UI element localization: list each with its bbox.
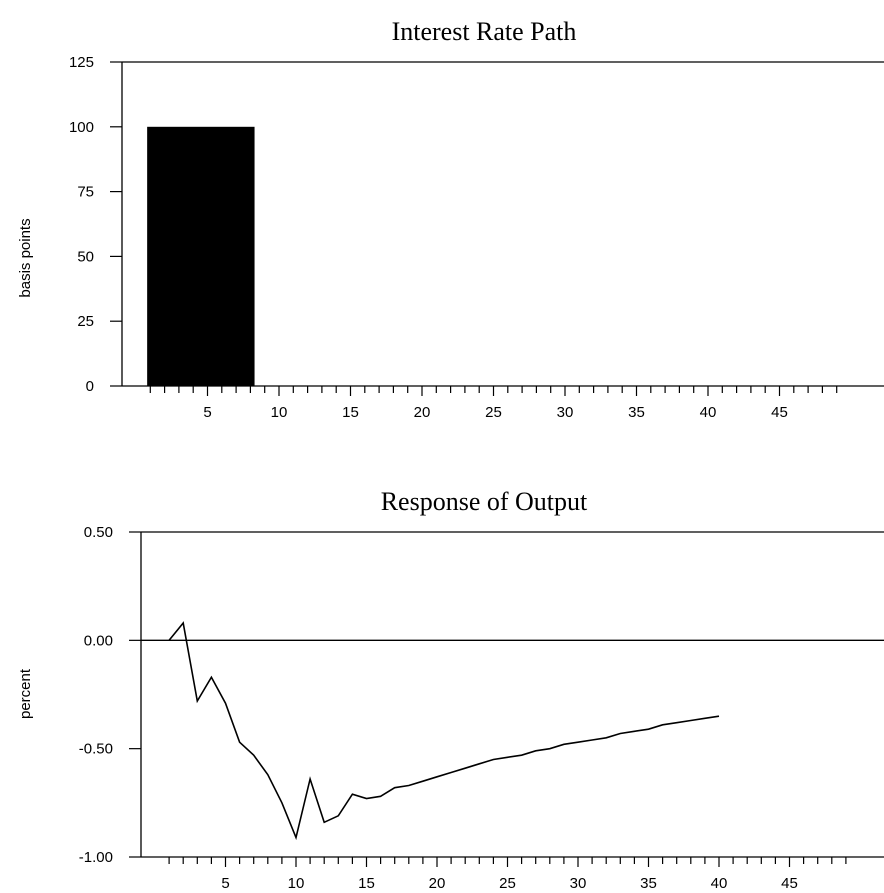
y-tick-label: 25 [77,313,94,330]
y-tick-label: 50 [77,248,94,265]
y-tick-label: 75 [77,184,94,201]
x-tick-label: 45 [771,404,788,421]
x-tick-label: 25 [499,875,516,892]
x-tick-label: 5 [203,404,211,421]
x-tick-label: 30 [570,875,587,892]
x-tick-label: 30 [557,404,574,421]
x-tick-label: 40 [700,404,717,421]
output-response-panel: Response of Output percent 0.50 0.00 -0.50… [17,487,884,892]
x-tick-label: 15 [342,404,359,421]
x-tick-label: 5 [221,875,229,892]
series-line [168,621,720,841]
x-tick-label: 10 [288,875,305,892]
y-axis-label: percent [17,668,34,719]
y-tick-label: 100 [69,119,94,136]
x-tick-label: 35 [628,404,645,421]
plot-area: 0.50 0.00 -0.50 -1.00 5 10 15 20 25 30 35 40 45 [79,524,884,892]
y-tick-label: -0.50 [79,741,113,758]
y-tick-label: 0 [86,378,94,395]
y-tick-label: -1.00 [79,849,113,866]
y-tick-label: 0.50 [84,524,113,541]
x-tick-label: 15 [358,875,375,892]
x-tick-label: 25 [485,404,502,421]
x-tick-label: 35 [640,875,657,892]
x-tick-label: 20 [429,875,446,892]
bar [147,126,255,387]
y-axis-label: basis points [17,218,34,297]
x-tick-label: 45 [781,875,798,892]
y-tick-label: 0.00 [84,632,113,649]
chart-title: Interest Rate Path [392,17,577,46]
plot-area: 0 25 50 75 100 125 5 10 15 20 25 30 35 40 45 [69,54,884,421]
interest-rate-panel: Interest Rate Path basis points 0 25 50 75 1… [17,17,884,421]
chart-title: Response of Output [381,487,588,516]
y-tick-label: 125 [69,54,94,71]
x-tick-label: 40 [711,875,728,892]
x-tick-label: 20 [414,404,431,421]
x-tick-label: 10 [271,404,288,421]
